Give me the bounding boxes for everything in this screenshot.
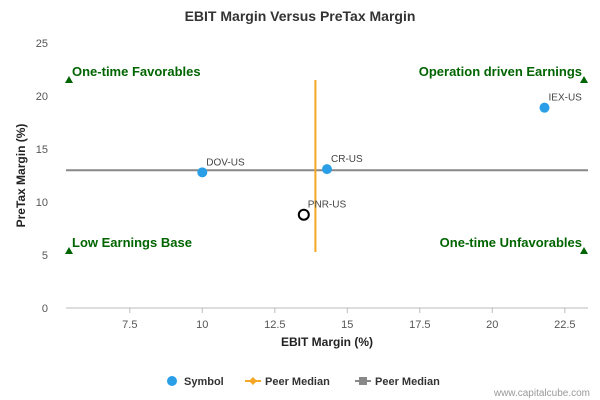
data-point-label: DOV-US — [206, 157, 245, 168]
quadrant-label: Operation driven Earnings — [419, 64, 582, 79]
x-axis-ticks: 7.5 10 12.5 15 17.5 20 22.5 — [122, 308, 576, 331]
legend-label: Peer Median — [375, 376, 440, 388]
y-tick-label: 0 — [42, 303, 48, 315]
y-axis-title: PreTax Margin (%) — [14, 124, 28, 228]
data-point — [197, 167, 208, 178]
quadrant-label: One-time Unfavorables — [440, 235, 582, 250]
x-tick-label: 10 — [196, 319, 208, 331]
x-tick-label: 7.5 — [122, 319, 137, 331]
data-point — [539, 102, 550, 113]
y-tick-label: 20 — [36, 91, 48, 103]
x-tick-label: 17.5 — [409, 319, 430, 331]
data-point-label: IEX-US — [549, 93, 583, 104]
legend-symbol-circle-icon — [167, 376, 177, 386]
triangle-marker-icon — [580, 247, 588, 254]
x-tick-label: 22.5 — [554, 319, 575, 331]
data-point-label: CR-US — [331, 154, 363, 165]
quadrant-label: One-time Favorables — [72, 64, 201, 79]
quadrant-labels: One-time Favorables Operation driven Earn… — [65, 64, 588, 254]
x-axis-title: EBIT Margin (%) — [281, 335, 373, 349]
x-tick-label: 20 — [486, 319, 498, 331]
y-tick-label: 15 — [36, 144, 48, 156]
chart-title: EBIT Margin Versus PreTax Margin — [185, 8, 416, 24]
triangle-marker-icon — [580, 76, 588, 83]
legend-label: Peer Median — [265, 376, 330, 388]
data-point-highlight — [297, 208, 310, 221]
legend-label: Symbol — [184, 376, 224, 388]
quadrant-label: Low Earnings Base — [72, 235, 192, 250]
x-tick-label: 12.5 — [264, 319, 285, 331]
data-point — [322, 164, 332, 175]
legend: Symbol Peer Median Peer Median — [167, 376, 440, 388]
y-tick-label: 25 — [36, 38, 48, 50]
x-tick-label: 15 — [341, 319, 353, 331]
triangle-marker-icon — [65, 247, 73, 254]
legend-diamond-icon — [249, 377, 257, 385]
y-axis-ticks: 0 5 10 15 20 25 — [36, 38, 48, 315]
triangle-marker-icon — [65, 76, 73, 83]
y-tick-label: 5 — [42, 250, 48, 262]
data-point-label: PNR-US — [308, 200, 347, 211]
y-tick-label: 10 — [36, 197, 48, 209]
data-points: DOV-US CR-US IEX-US PNR-US — [197, 93, 583, 221]
credit-text: www.capitalcube.com — [493, 388, 590, 399]
legend-square-icon — [359, 377, 367, 385]
